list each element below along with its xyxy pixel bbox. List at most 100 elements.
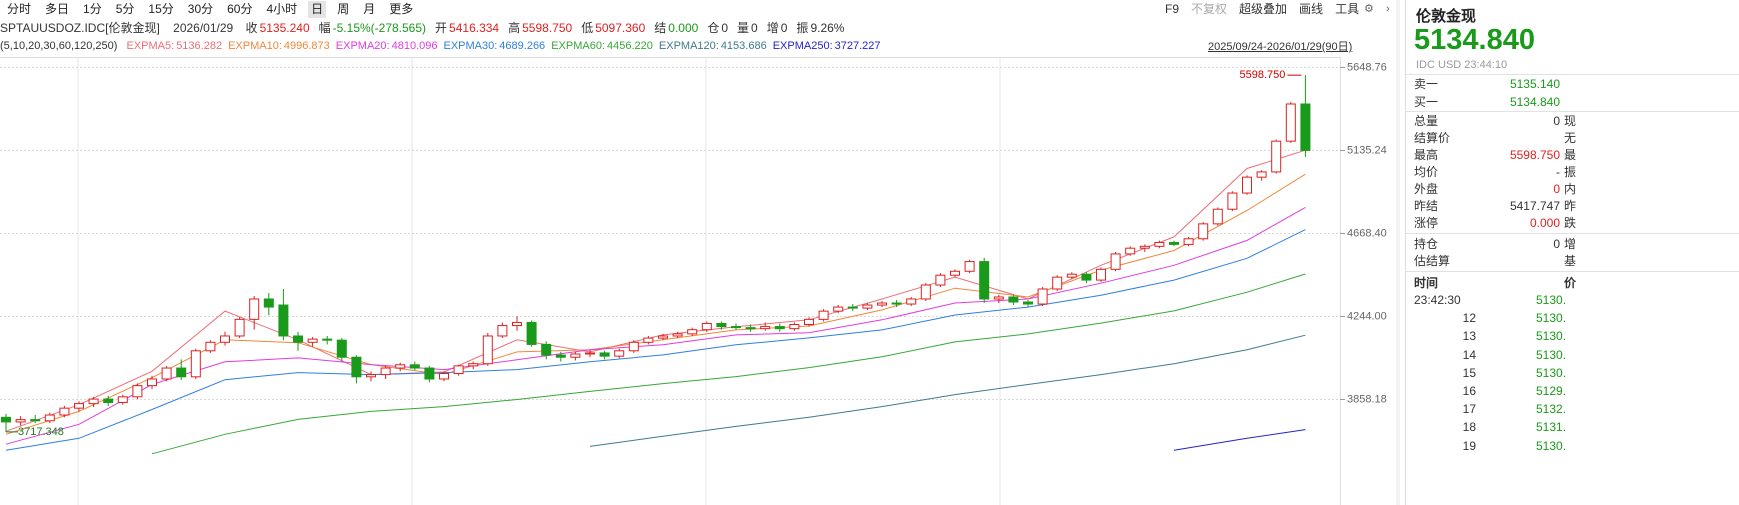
stat-label: 结算价 bbox=[1414, 131, 1451, 145]
period-tab[interactable]: 分时 bbox=[7, 2, 32, 16]
splitter bbox=[1396, 0, 1400, 505]
candle-body bbox=[1300, 103, 1311, 151]
candle-body bbox=[1096, 268, 1106, 281]
tool-button[interactable]: F9 bbox=[1165, 2, 1180, 16]
candle-body bbox=[351, 356, 362, 378]
candle-body bbox=[1052, 276, 1063, 290]
y-tick-label: 4244.00 bbox=[1347, 310, 1387, 322]
info-label: 高 bbox=[508, 21, 521, 35]
tick-row: 19 5130. bbox=[1414, 437, 1739, 455]
candle-body bbox=[161, 367, 172, 380]
info-label: 量 bbox=[737, 21, 750, 35]
period-tab[interactable]: 60分 bbox=[227, 2, 253, 16]
candle-body bbox=[482, 335, 493, 365]
side-title: 伦敦金现 bbox=[1416, 8, 1477, 25]
tick-price: 5131. bbox=[1536, 420, 1567, 435]
candle-body bbox=[964, 261, 975, 272]
info-label: 幅 bbox=[318, 21, 331, 35]
tick-row: 23:42:30 5130. bbox=[1414, 291, 1739, 309]
candle-body bbox=[205, 341, 216, 352]
tick-row: 16 5129. bbox=[1414, 382, 1739, 400]
settings-icon[interactable]: ⚙ bbox=[1364, 3, 1374, 15]
candle-body bbox=[409, 364, 420, 369]
legend-name: EXPMA120: bbox=[658, 40, 719, 52]
legend-value: 4810.096 bbox=[391, 40, 438, 52]
info-value: 0 bbox=[751, 21, 758, 35]
tool-button[interactable]: 工具 bbox=[1335, 2, 1360, 16]
candle-body bbox=[906, 298, 917, 305]
candle-body bbox=[103, 398, 114, 403]
separator bbox=[1406, 74, 1739, 75]
max-label: 5598.750 bbox=[1240, 69, 1286, 81]
legend-name: EXPMA10: bbox=[228, 40, 282, 52]
period-tab[interactable]: 多日 bbox=[45, 2, 70, 16]
stat-value: 5598.750 bbox=[1509, 148, 1560, 162]
candle-body bbox=[1110, 253, 1121, 270]
candle-body bbox=[1212, 208, 1223, 225]
tool-button[interactable]: 不复权 bbox=[1191, 2, 1228, 16]
tick-row: 18 5131. bbox=[1414, 418, 1739, 436]
candle-body bbox=[395, 364, 406, 369]
stat-label: 涨停 bbox=[1414, 216, 1439, 230]
candle-body bbox=[497, 325, 508, 337]
tick-time: 18 bbox=[1462, 420, 1476, 435]
quote-label: 卖一 bbox=[1414, 77, 1439, 91]
period-tab[interactable]: 1分 bbox=[83, 2, 102, 16]
tick-price: 5132. bbox=[1536, 402, 1567, 417]
tick-price: 5129. bbox=[1536, 384, 1567, 398]
stat-value: - bbox=[1556, 165, 1560, 179]
stat-row: 结算价 无 bbox=[1414, 129, 1739, 147]
legend-name: EXPMA250: bbox=[772, 40, 833, 52]
candle-body bbox=[293, 335, 303, 343]
tick-time: 23:42:30 bbox=[1414, 293, 1461, 307]
candle-body bbox=[1139, 245, 1150, 249]
period-tab[interactable]: 日 bbox=[308, 1, 327, 18]
candle-body bbox=[570, 353, 581, 358]
side-price: 5134.840 bbox=[1414, 24, 1535, 56]
period-tab[interactable]: 月 bbox=[363, 2, 376, 16]
quote-value: 5134.840 bbox=[1509, 95, 1560, 109]
candle-body bbox=[862, 304, 873, 309]
candle-body bbox=[1256, 171, 1267, 178]
candle-body bbox=[278, 304, 289, 337]
period-tab[interactable]: 周 bbox=[337, 2, 350, 16]
date: 2026/01/29 bbox=[173, 21, 234, 35]
candle-body bbox=[1169, 242, 1179, 245]
tool-button[interactable]: 超级叠加 bbox=[1239, 2, 1288, 16]
info-label: 开 bbox=[435, 21, 448, 35]
stat-row: 涨停 0.000 跌 bbox=[1414, 214, 1739, 232]
legend-value: 4456.220 bbox=[607, 40, 653, 52]
ticks-header-time: 时间 bbox=[1414, 276, 1439, 290]
period-tab[interactable]: 更多 bbox=[389, 2, 414, 16]
period-tab[interactable]: 5分 bbox=[115, 2, 135, 16]
candle-body bbox=[132, 385, 143, 398]
period-tab[interactable]: 4小时 bbox=[266, 2, 298, 16]
stat-extra: 跌 bbox=[1564, 216, 1577, 230]
y-tick-label: 5648.76 bbox=[1347, 61, 1387, 73]
candle-body bbox=[1008, 296, 1019, 303]
tick-row: 14 5130. bbox=[1414, 346, 1739, 364]
period-tab[interactable]: 15分 bbox=[148, 2, 174, 16]
stat-value: 0 bbox=[1553, 114, 1560, 128]
quote-value: 5135.140 bbox=[1509, 77, 1560, 91]
candle-body bbox=[585, 352, 595, 355]
candle-body bbox=[993, 296, 1004, 300]
quote-row: 卖一 5135.140 bbox=[1414, 75, 1739, 93]
candle-body bbox=[1183, 238, 1194, 245]
next-icon[interactable]: › bbox=[1386, 3, 1390, 15]
stat-value: 0 bbox=[1553, 237, 1560, 251]
tick-row: 12 5130. bbox=[1414, 309, 1739, 327]
info-label: 低 bbox=[581, 21, 594, 35]
candle-body bbox=[745, 327, 756, 330]
sidebar: 伦敦金现 5134.840 IDC USD 23:44:10 卖一 5135.14… bbox=[1405, 0, 1739, 505]
candle-body bbox=[628, 341, 639, 352]
tool-button[interactable]: 画线 bbox=[1299, 2, 1324, 16]
side-meta: IDC USD 23:44:10 bbox=[1416, 59, 1508, 71]
period-tab[interactable]: 30分 bbox=[187, 2, 214, 16]
candle-body bbox=[307, 338, 318, 343]
ma-line bbox=[151, 273, 1306, 455]
ticks-header-price: 价 bbox=[1564, 276, 1577, 290]
legend-name: EXPMA5: bbox=[126, 40, 175, 52]
date-range[interactable]: 2025/09/24-2026/01/29(90日) bbox=[1208, 41, 1353, 53]
tick-time: 16 bbox=[1462, 384, 1476, 398]
